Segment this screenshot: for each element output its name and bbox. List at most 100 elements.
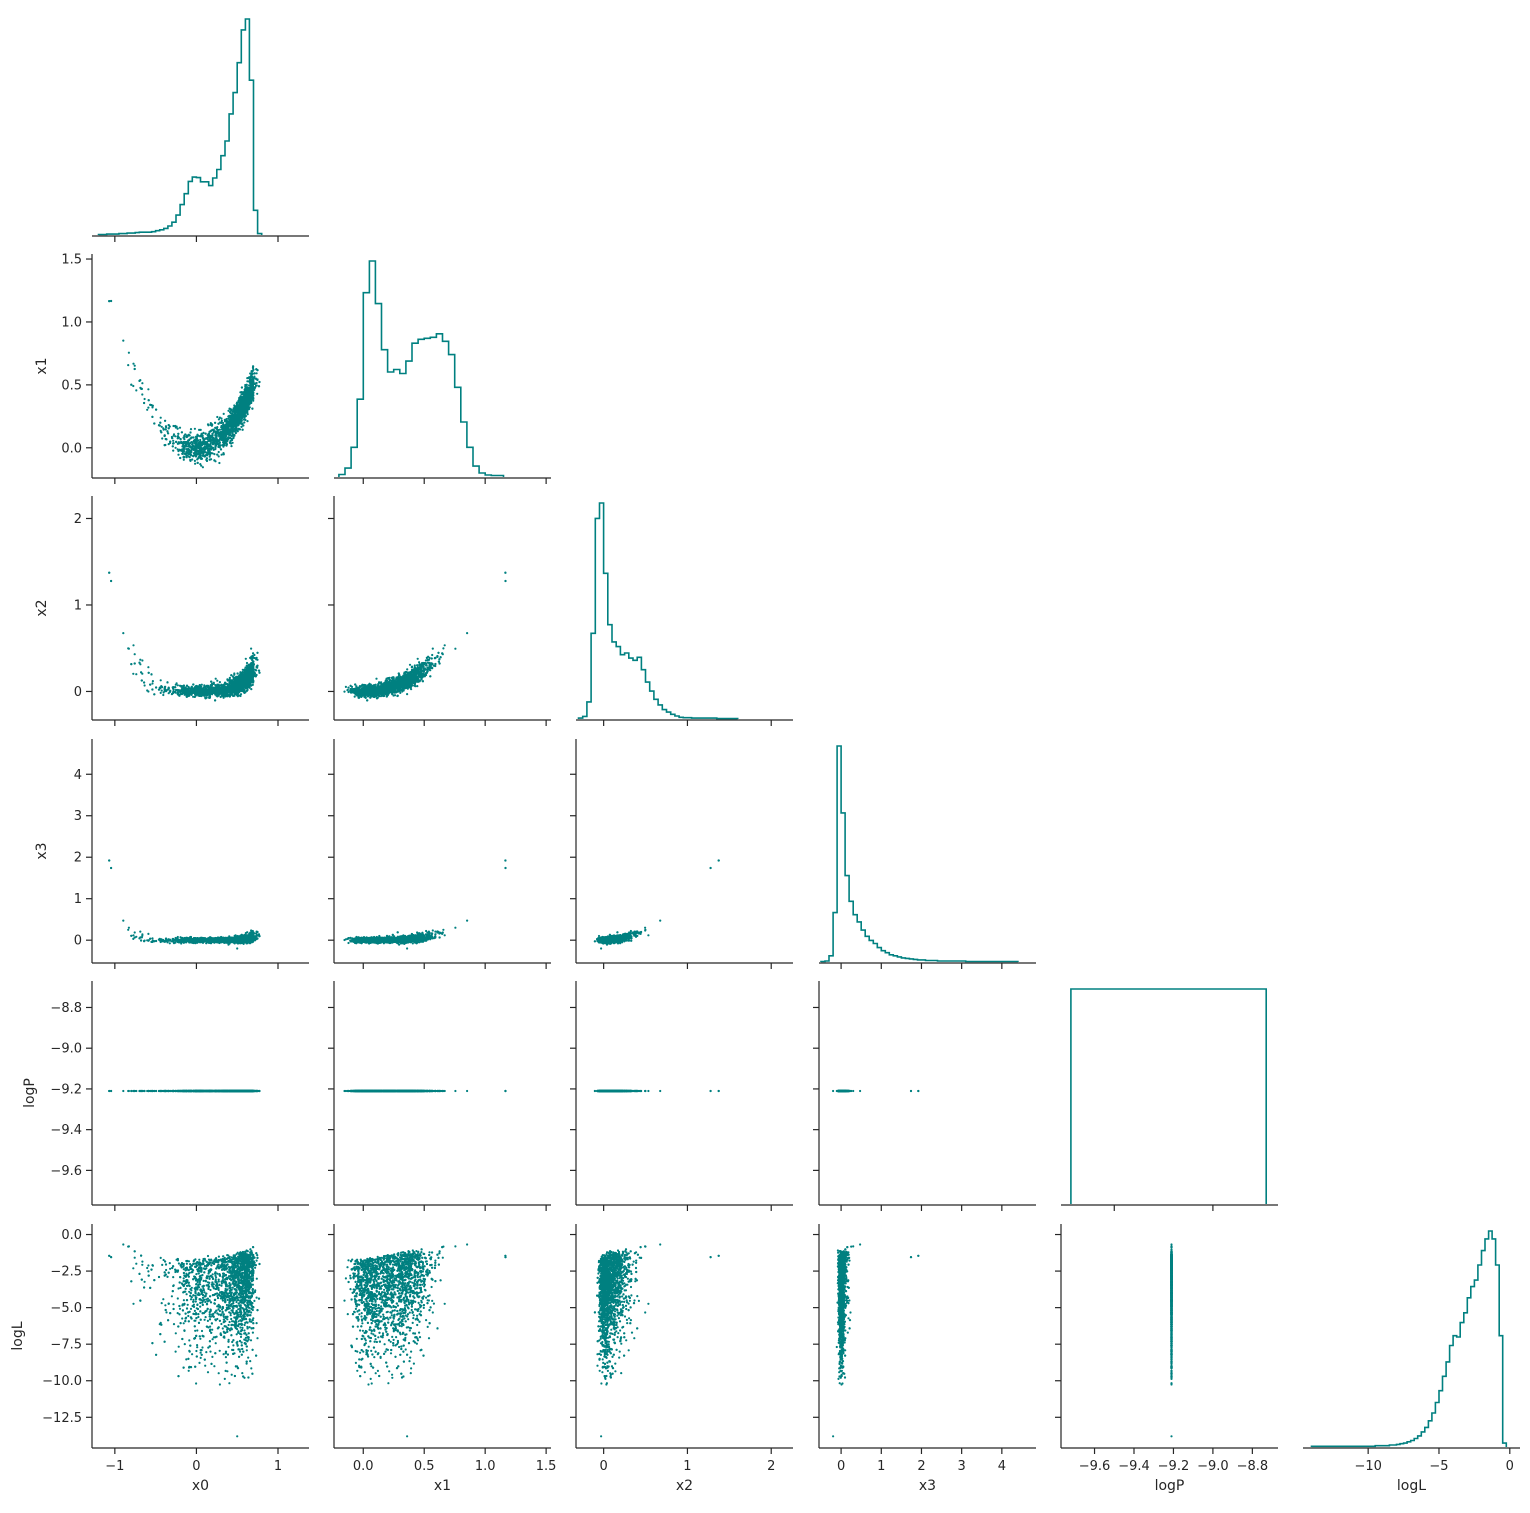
scatter-point <box>164 420 166 422</box>
scatter-point <box>161 690 163 692</box>
scatter-point <box>128 352 130 354</box>
scatter-point <box>256 393 258 395</box>
scatter-point <box>202 437 204 439</box>
scatter-point <box>255 385 257 387</box>
scatter-point <box>239 391 241 393</box>
scatter-point <box>246 662 248 664</box>
scatter-point <box>171 437 173 439</box>
scatter-point <box>215 432 217 434</box>
scatter-point <box>144 398 146 400</box>
scatter-point <box>252 381 254 383</box>
scatter-point <box>218 462 220 464</box>
scatter-point <box>148 399 150 401</box>
scatter-point <box>172 442 174 444</box>
scatter-point <box>227 427 229 429</box>
scatter-point <box>194 463 196 465</box>
scatter-point <box>141 393 143 395</box>
scatter-point <box>188 450 190 452</box>
scatter-point <box>169 441 171 443</box>
scatter-point <box>246 384 248 386</box>
scatter-point <box>223 453 225 455</box>
scatter-point <box>256 667 258 669</box>
scatter-point <box>183 459 185 461</box>
scatter-point <box>185 445 187 447</box>
scatter-point <box>141 382 143 384</box>
scatter-point <box>211 433 213 435</box>
scatter-point <box>199 455 201 457</box>
scatter-point <box>159 422 161 424</box>
scatter-point <box>233 414 235 416</box>
scatter-point <box>216 416 218 418</box>
scatter-point <box>175 684 177 686</box>
scatter-point <box>192 455 194 457</box>
scatter-point <box>162 427 164 429</box>
scatter-point <box>239 405 241 407</box>
scatter-point <box>213 449 215 451</box>
scatter-point <box>181 431 183 433</box>
scatter-point <box>224 430 226 432</box>
scatter-point <box>181 442 183 444</box>
scatter-point <box>206 457 208 459</box>
scatter-point <box>252 385 254 387</box>
scatter-point <box>217 429 219 431</box>
scatter-point <box>209 456 211 458</box>
scatter-point <box>230 445 232 447</box>
scatter-point <box>138 380 140 382</box>
scatter-point <box>143 681 145 683</box>
scatter-point <box>219 429 221 431</box>
scatter-point <box>177 433 179 435</box>
scatter-point <box>247 413 249 415</box>
scatter-point <box>215 436 217 438</box>
scatter-point <box>200 447 202 449</box>
scatter-point <box>229 437 231 439</box>
scatter-point <box>218 440 220 442</box>
scatter-point <box>218 418 220 420</box>
scatter-point <box>213 453 215 455</box>
scatter-point <box>247 377 249 379</box>
scatter-point <box>196 453 198 455</box>
scatter-point <box>179 449 181 451</box>
y-tick-label: 0.5 <box>61 378 82 393</box>
scatter-point <box>199 442 201 444</box>
scatter-point <box>182 453 184 455</box>
scatter-point <box>246 387 248 389</box>
scatter-point <box>207 424 209 426</box>
scatter-point <box>210 430 212 432</box>
scatter-point <box>246 395 248 397</box>
scatter-point <box>151 688 153 690</box>
scatter-point <box>179 438 181 440</box>
scatter-point <box>235 405 237 407</box>
scatter-point <box>152 680 154 682</box>
scatter-point <box>217 423 219 425</box>
scatter-point <box>234 430 236 432</box>
scatter-point <box>132 673 134 675</box>
scatter-point <box>192 436 194 438</box>
scatter-point <box>238 418 240 420</box>
scatter-point <box>226 678 228 680</box>
scatter-point <box>231 430 233 432</box>
scatter-point <box>144 684 146 686</box>
scatter-point <box>252 392 254 394</box>
scatter-point <box>179 427 181 429</box>
scatter-point <box>252 365 254 367</box>
scatter-point <box>127 647 129 649</box>
scatter-point <box>252 684 254 686</box>
scatter-point <box>205 437 207 439</box>
scatter-point <box>256 378 258 380</box>
scatter-point <box>229 408 231 410</box>
scatter-point <box>221 421 223 423</box>
scatter-point <box>240 426 242 428</box>
scatter-point <box>189 431 191 433</box>
scatter-point <box>108 300 110 302</box>
scatter-point <box>232 437 234 439</box>
scatter-point <box>140 388 142 390</box>
scatter-point <box>182 449 184 451</box>
scatter-point <box>233 677 235 679</box>
scatter-point <box>186 451 188 453</box>
scatter-point <box>189 452 191 454</box>
scatter-point <box>207 449 209 451</box>
scatter-point <box>213 429 215 431</box>
scatter-point <box>229 434 231 436</box>
scatter-point <box>164 444 166 446</box>
